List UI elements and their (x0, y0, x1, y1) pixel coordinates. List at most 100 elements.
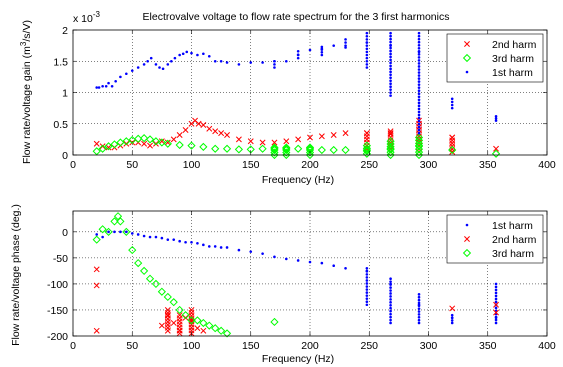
data-point (386, 150, 395, 160)
data-point (389, 94, 392, 97)
data-point (93, 282, 100, 289)
data-point (158, 66, 161, 69)
data-point (107, 230, 110, 234)
data-point (417, 313, 421, 316)
data-point (389, 309, 392, 313)
legend-label: 2nd harm (492, 234, 537, 246)
data-point (119, 75, 122, 79)
legend-marker (462, 248, 472, 258)
gain-y-axis-label-sup: 3 (19, 41, 28, 46)
data-point (389, 85, 392, 88)
data-point (365, 294, 369, 297)
y-tick-label: 0.5 (53, 119, 68, 131)
data-point (365, 41, 369, 44)
data-point (317, 145, 326, 155)
data-point (145, 135, 155, 144)
data-point (199, 318, 208, 328)
data-point (213, 59, 217, 63)
data-point (494, 119, 498, 122)
data-point (200, 327, 207, 334)
data-point (417, 303, 421, 307)
y-tick-label: -150 (47, 305, 68, 317)
data-point (365, 297, 369, 300)
data-point (389, 58, 392, 62)
data-point (344, 46, 347, 49)
data-point (417, 301, 421, 305)
data-point (389, 292, 392, 295)
data-point (417, 68, 421, 71)
data-point (164, 327, 171, 334)
data-point (163, 292, 172, 302)
data-point (296, 56, 300, 60)
data-point (107, 81, 110, 85)
phase-y-axis-label: Flow rate/voltage phase (deg.) (10, 204, 22, 346)
data-point (494, 321, 498, 325)
data-point (207, 245, 211, 248)
data-point (141, 140, 148, 147)
data-point (136, 233, 140, 236)
data-point (494, 282, 498, 286)
data-point (417, 113, 421, 117)
data-point (95, 233, 98, 236)
data-point (193, 316, 202, 325)
data-point (417, 86, 421, 89)
data-point (365, 285, 369, 288)
data-point (494, 297, 498, 301)
phase-legend: 1st harm 2nd harm 3rd harm (446, 214, 544, 264)
data-point (417, 31, 421, 35)
data-point (362, 145, 371, 155)
data-point (211, 144, 220, 153)
data-point (417, 110, 421, 114)
y-tick-label: 1 (62, 88, 68, 100)
data-point (224, 132, 231, 138)
data-point (389, 52, 392, 56)
data-point (217, 326, 226, 335)
data-point (344, 38, 347, 41)
data-point (295, 136, 302, 143)
data-point (344, 44, 347, 47)
data-point (270, 145, 279, 155)
data-point (417, 116, 421, 120)
data-point (494, 316, 498, 320)
data-point (161, 67, 165, 71)
x-tick-label: 50 (126, 159, 138, 171)
data-point (202, 52, 205, 56)
data-point (417, 56, 421, 59)
data-point (389, 282, 392, 286)
legend-marker (465, 70, 469, 74)
data-point (389, 70, 392, 74)
data-point (362, 141, 371, 150)
data-point (305, 150, 315, 160)
data-point (181, 52, 185, 56)
data-point (285, 257, 288, 261)
data-point (341, 145, 350, 155)
x-tick-label: 150 (242, 159, 260, 171)
data-point (273, 255, 276, 259)
legend-marker (465, 223, 469, 227)
data-point (320, 50, 324, 54)
data-point (130, 69, 134, 72)
data-point (282, 145, 291, 155)
data-point (234, 145, 244, 154)
data-point (417, 80, 421, 83)
data-point (417, 34, 421, 38)
data-point (149, 56, 153, 60)
data-point (122, 227, 131, 236)
gain-y-multiplier-base: x 10 (73, 13, 93, 25)
gain-y-multiplier: x 10-3 (73, 10, 101, 25)
data-point (172, 238, 176, 241)
data-point (185, 50, 189, 54)
data-point (330, 132, 337, 138)
gain-y-axis-label: Flow rate/voltage gain (m3/s/V) (19, 20, 33, 164)
data-point (417, 315, 421, 319)
data-point (365, 288, 369, 291)
data-point (296, 49, 300, 53)
data-point (211, 324, 220, 333)
data-point (99, 143, 106, 150)
data-point (110, 84, 114, 88)
gain-x-axis-label: Frequency (Hz) (262, 174, 334, 186)
x-tick-label: 400 (538, 159, 556, 171)
gain-y-axis-label-part2: /s/V) (21, 20, 33, 42)
data-point (342, 130, 349, 137)
gain-chart: 0 50 100 150 200 250 300 350 400 0 0.5 1 1.5 2 Electr… (19, 10, 556, 186)
